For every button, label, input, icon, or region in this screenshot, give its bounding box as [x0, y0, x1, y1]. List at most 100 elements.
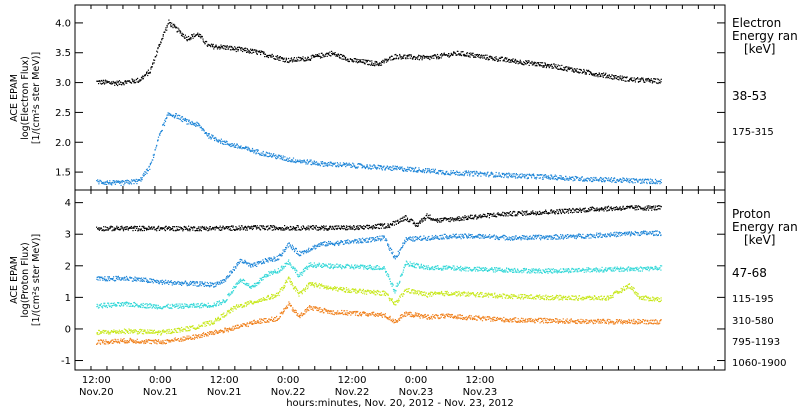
data-point	[355, 225, 358, 228]
data-point	[204, 43, 206, 45]
data-point	[534, 235, 536, 237]
data-point	[521, 235, 523, 237]
data-point	[419, 220, 421, 222]
data-point	[136, 280, 138, 282]
data-point	[391, 167, 393, 169]
data-point	[103, 302, 105, 304]
data-point	[217, 141, 219, 143]
data-point	[608, 177, 610, 179]
data-point	[396, 255, 398, 257]
data-point	[269, 258, 271, 260]
data-point	[497, 58, 499, 61]
data-point	[356, 62, 359, 64]
data-point	[207, 230, 209, 232]
data-point	[601, 207, 603, 209]
data-point	[337, 240, 339, 242]
data-point	[530, 175, 532, 177]
data-point	[167, 280, 169, 282]
data-point	[99, 80, 101, 82]
data-point	[586, 210, 588, 212]
data-point	[577, 236, 579, 238]
data-point	[255, 51, 257, 53]
data-point	[556, 238, 558, 240]
data-point	[498, 214, 500, 216]
data-point	[111, 83, 113, 85]
data-point	[353, 242, 355, 244]
data-point	[630, 206, 632, 208]
data-point	[645, 233, 648, 236]
data-point	[166, 24, 168, 27]
data-point	[508, 59, 510, 61]
data-point	[412, 171, 414, 173]
data-point	[459, 54, 461, 56]
data-point	[388, 224, 390, 226]
data-point	[140, 229, 142, 231]
data-point	[213, 283, 215, 285]
data-point	[455, 54, 457, 56]
data-point	[396, 169, 398, 171]
data-point	[445, 54, 447, 56]
data-point	[112, 277, 114, 280]
data-point	[198, 123, 200, 125]
data-point	[570, 211, 572, 213]
data-point	[502, 211, 504, 214]
data-point	[408, 168, 410, 170]
data-point	[279, 56, 281, 58]
data-point	[324, 55, 326, 57]
data-point	[298, 60, 300, 62]
data-point	[307, 225, 309, 227]
data-point	[168, 283, 170, 285]
data-point	[508, 172, 510, 174]
data-point	[527, 213, 529, 215]
data-point	[271, 56, 273, 58]
data-point	[598, 235, 600, 238]
data-point	[404, 241, 406, 243]
data-point	[483, 235, 485, 237]
data-point	[140, 230, 142, 232]
data-point	[416, 58, 419, 60]
data-point	[255, 49, 258, 51]
data-point	[287, 227, 290, 229]
data-point	[518, 238, 520, 240]
data-point	[544, 62, 546, 64]
data-point	[224, 141, 226, 143]
data-point	[493, 212, 495, 214]
data-point	[213, 137, 215, 139]
data-point	[153, 156, 155, 158]
data-point	[328, 52, 330, 54]
data-point	[590, 237, 592, 239]
data-point	[230, 49, 232, 51]
data-point	[443, 174, 446, 176]
data-point	[598, 74, 600, 76]
data-point	[319, 227, 321, 229]
data-point	[257, 227, 259, 229]
data-point	[448, 218, 450, 220]
data-point	[645, 79, 647, 81]
data-point	[325, 163, 327, 165]
data-point	[294, 60, 297, 62]
data-point	[516, 174, 518, 176]
data-point	[604, 233, 606, 235]
data-point	[394, 58, 396, 60]
data-point	[366, 164, 368, 166]
data-point	[126, 226, 128, 228]
data-point	[601, 73, 604, 75]
data-point	[563, 211, 565, 213]
data-point	[127, 279, 129, 281]
data-point	[291, 159, 293, 161]
data-point	[339, 243, 341, 245]
data-point	[428, 168, 430, 170]
data-point	[338, 56, 340, 58]
electron-x-ticks	[74, 5, 715, 190]
data-point	[462, 233, 464, 236]
data-point	[517, 211, 519, 213]
data-point	[291, 249, 293, 251]
data-point	[205, 228, 207, 230]
data-point	[570, 67, 572, 70]
data-point	[629, 179, 631, 181]
data-point	[169, 227, 171, 229]
data-point	[285, 246, 287, 249]
data-point	[337, 53, 340, 55]
data-point	[205, 132, 207, 134]
data-point	[448, 236, 450, 238]
